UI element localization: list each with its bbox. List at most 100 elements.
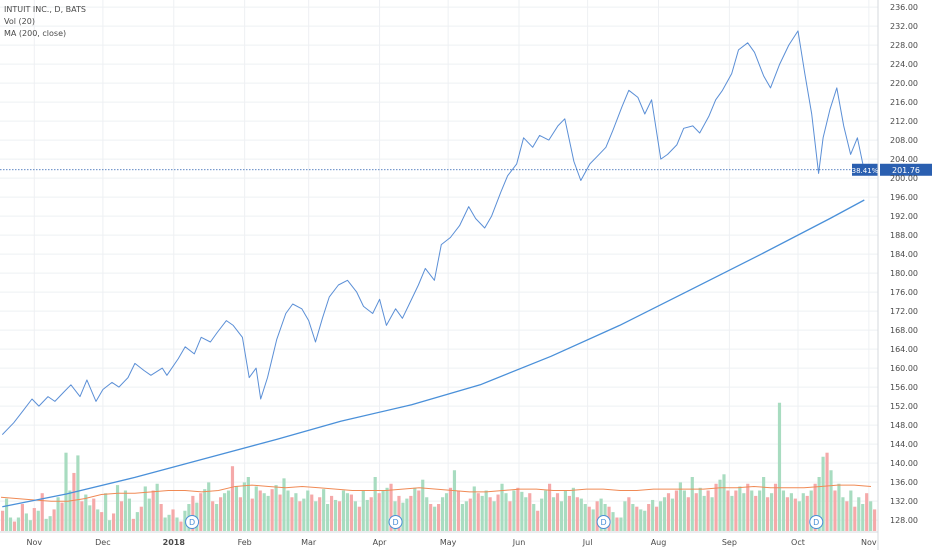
- volume-bar: [440, 497, 445, 531]
- volume-bar: [777, 402, 782, 531]
- x-tick-label: Oct: [791, 538, 805, 547]
- volume-bar: [28, 520, 32, 531]
- volume-bar: [361, 490, 365, 531]
- volume-bar: [460, 504, 464, 531]
- volume-bar: [841, 497, 845, 531]
- volume-bar: [793, 498, 797, 531]
- dividend-marker-label: D: [813, 518, 819, 527]
- dividend-marker[interactable]: [809, 515, 824, 529]
- volume-bar: [64, 452, 68, 531]
- volume-bar: [718, 479, 722, 531]
- x-tick-label: Dec: [95, 538, 110, 547]
- volume-bar: [536, 510, 540, 531]
- volume-bar: [591, 509, 595, 531]
- y-tick-label: 216.00: [890, 98, 918, 107]
- dividend-marker[interactable]: [185, 515, 200, 529]
- volume-bar: [551, 497, 556, 531]
- y-tick-label: 228.00: [890, 41, 918, 50]
- volume-bar: [56, 497, 60, 531]
- volume-bar: [750, 490, 754, 531]
- ma-indicator-label[interactable]: MA (200, close): [4, 29, 67, 38]
- grid-lines: [0, 0, 878, 532]
- volume-bar: [12, 521, 17, 531]
- volume-bar: [706, 490, 710, 531]
- volume-bar: [131, 518, 135, 531]
- y-tick-label: 128.00: [890, 516, 918, 525]
- y-tick-label: 160.00: [890, 364, 918, 373]
- volume-bar: [825, 452, 829, 531]
- dividend-marker[interactable]: [388, 515, 403, 529]
- volume-bar: [730, 495, 734, 531]
- volume-bar: [76, 455, 80, 531]
- volume-bar: [246, 477, 250, 531]
- y-tick-label: 176.00: [890, 288, 918, 297]
- volume-bar: [274, 485, 278, 531]
- ma-200-line: [2, 199, 865, 508]
- volume-bar: [329, 495, 334, 531]
- volume-bar: [464, 501, 468, 531]
- volume-bar: [544, 490, 548, 531]
- volume-bar: [829, 470, 833, 531]
- volume-bar: [504, 493, 508, 531]
- volume-bar: [266, 495, 270, 531]
- volume-bar: [96, 509, 100, 531]
- volume-bar: [175, 517, 179, 531]
- volume-bar: [655, 506, 659, 531]
- volume-bar: [369, 497, 373, 531]
- volume-bar: [4, 498, 9, 531]
- volume-bar: [643, 510, 647, 531]
- volume-bar: [1, 510, 5, 531]
- volume-bar: [754, 495, 758, 531]
- volume-bar: [425, 497, 429, 531]
- volume-bar: [24, 513, 28, 531]
- volume-bar: [373, 477, 377, 531]
- volume-bar: [647, 504, 651, 531]
- x-tick-label: May: [440, 538, 457, 547]
- volume-bar: [559, 501, 564, 531]
- volume-bar: [651, 499, 655, 531]
- volume-bar: [143, 486, 147, 531]
- x-tick-label: 2018: [163, 538, 186, 547]
- y-tick-label: 136.00: [890, 478, 918, 487]
- volume-bar: [203, 489, 207, 531]
- y-tick-label: 180.00: [890, 269, 918, 278]
- volume-bar: [139, 506, 143, 531]
- volume-bar: [714, 483, 718, 531]
- volume-bar: [528, 493, 532, 531]
- volume-bar: [84, 494, 88, 531]
- volume-ma-line: [0, 484, 872, 502]
- volume-bar: [508, 501, 512, 531]
- volume-bar: [476, 493, 480, 531]
- volume-bar: [349, 494, 353, 531]
- y-tick-label: 188.00: [890, 231, 918, 240]
- x-tick-label: Nov: [26, 538, 42, 547]
- volume-bar: [310, 494, 314, 531]
- volume-bar: [682, 490, 686, 531]
- volume-bar: [219, 497, 223, 531]
- dividend-marker[interactable]: [596, 515, 611, 529]
- volume-bar: [821, 456, 825, 531]
- y-tick-label: 140.00: [890, 459, 918, 468]
- volume-bar: [302, 498, 306, 531]
- volume-bar: [381, 490, 385, 531]
- volume-bar: [207, 482, 211, 531]
- volume-indicator-label[interactable]: Vol (20): [4, 17, 35, 26]
- x-axis[interactable]: Nov Dec 2018 Feb Mar Apr May Jun Jul Aug Sep Oct Nov: [0, 531, 878, 547]
- last-price-line: 201.76 38.41%: [0, 163, 932, 176]
- volume-bar: [365, 499, 369, 531]
- volume-bar: [635, 506, 639, 531]
- volume-bar: [36, 510, 40, 531]
- volume-bar: [421, 479, 425, 531]
- symbol-title[interactable]: INTUIT INC., D, BATS: [4, 5, 86, 14]
- y-tick-label: 184.00: [890, 250, 918, 259]
- volume-bar: [88, 505, 92, 531]
- volume-bar: [413, 487, 417, 531]
- volume-bar: [496, 494, 500, 531]
- volume-bar: [726, 490, 730, 531]
- y-axis[interactable]: 128.00 132.00 136.00 140.00 144.00 148.00 152.…: [877, 0, 918, 550]
- volume-bar: [639, 509, 643, 531]
- volume-bar: [773, 483, 778, 531]
- x-tick-label: Jul: [582, 538, 593, 547]
